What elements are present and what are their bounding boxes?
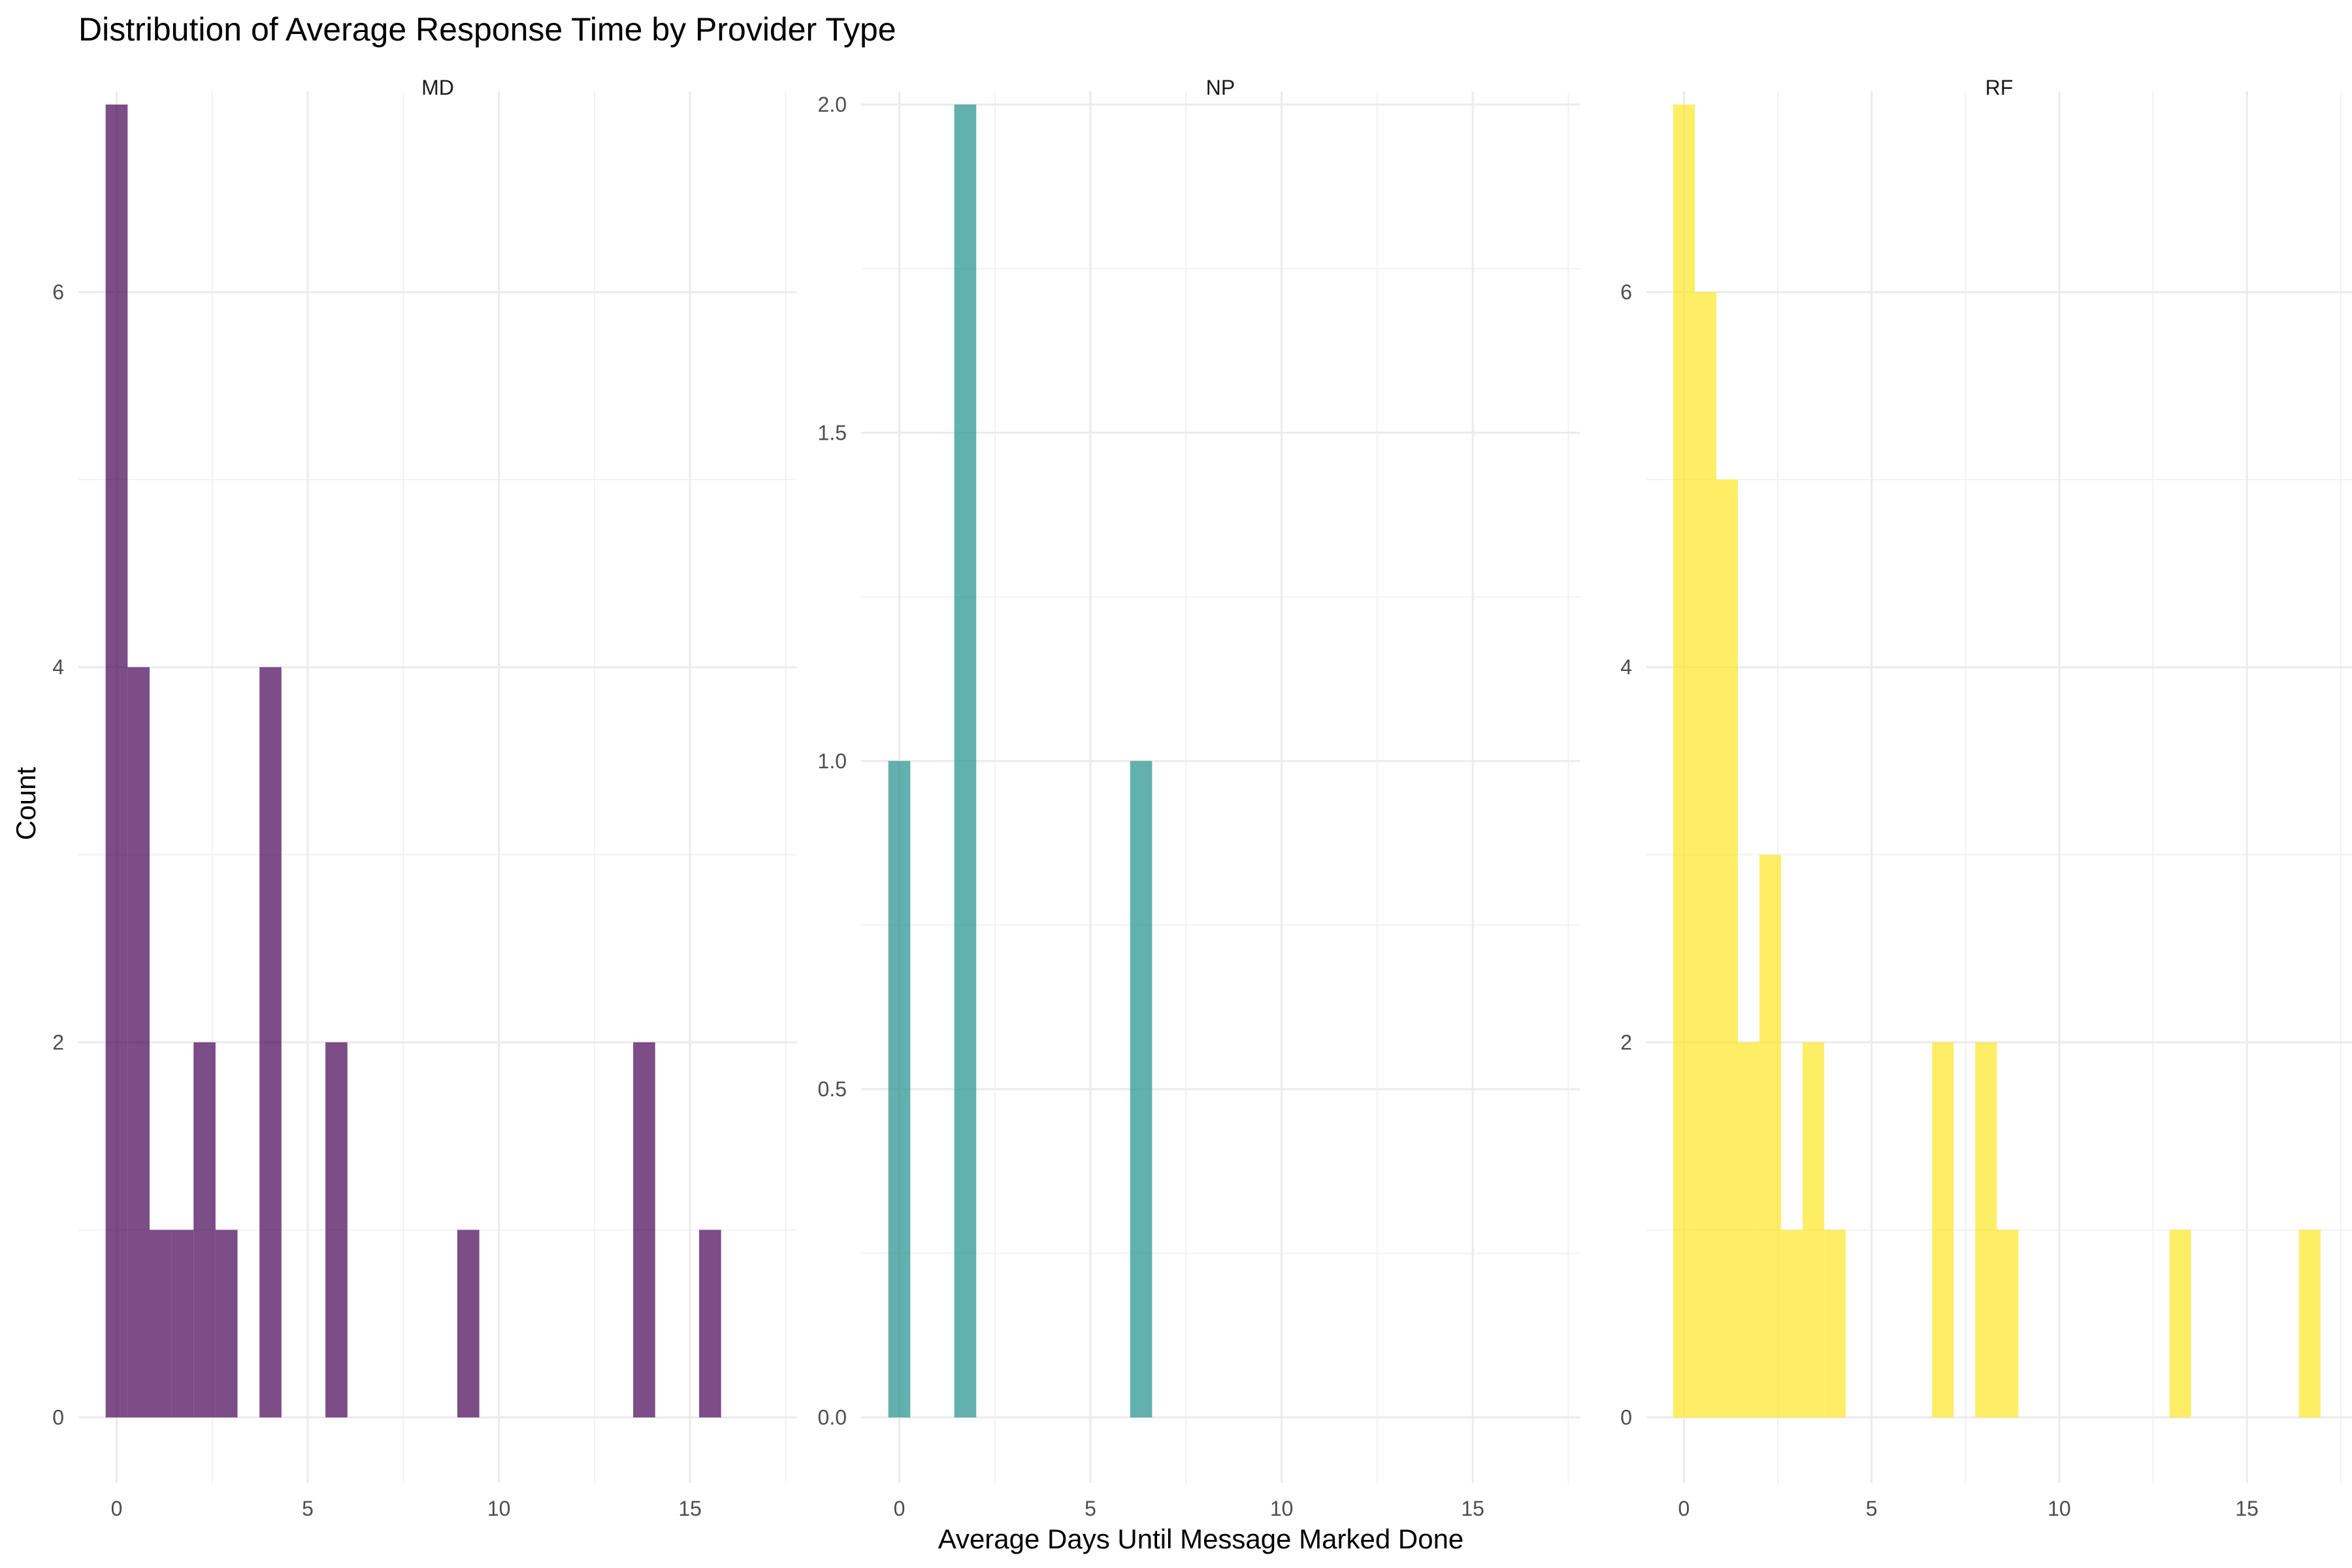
x-tick-label: 5 xyxy=(302,1497,314,1520)
facet-label-np: NP xyxy=(1206,76,1235,99)
histogram-bar xyxy=(171,1230,194,1418)
x-tick-label: 5 xyxy=(1085,1497,1096,1520)
facet-panels: 0 5 10 15 0 2 4 6 MD 0 5 10 15 0.0 0.5 1.0 1.5 2.0 NP 0 5 10 1… xyxy=(52,76,2352,1520)
y-tick-label: 6 xyxy=(1620,280,1632,304)
histogram-bar xyxy=(1738,1042,1760,1418)
histogram-bar xyxy=(633,1042,655,1418)
y-tick-label: 2 xyxy=(52,1030,64,1054)
x-tick-label: 0 xyxy=(894,1497,906,1520)
histogram-bar xyxy=(149,1230,172,1418)
y-tick-label: 2.0 xyxy=(818,93,847,116)
histogram-bar xyxy=(1803,1042,1825,1418)
x-tick-label: 0 xyxy=(1678,1497,1690,1520)
histogram-bar xyxy=(325,1042,348,1418)
histogram-bar xyxy=(1824,1230,1846,1418)
histogram-bar xyxy=(1759,855,1782,1418)
histogram-bar xyxy=(1716,480,1739,1418)
y-tick-label: 0.0 xyxy=(818,1406,847,1429)
y-tick-label: 1.5 xyxy=(818,421,847,444)
y-tick-label: 0 xyxy=(1620,1406,1632,1429)
x-tick-label: 5 xyxy=(1866,1497,1878,1520)
histogram-bar xyxy=(1975,1042,1997,1418)
histogram-bar xyxy=(457,1230,480,1418)
y-tick-label: 1.0 xyxy=(818,749,847,773)
x-tick-label: 10 xyxy=(487,1497,511,1520)
histogram-bar xyxy=(1932,1042,1954,1418)
histogram-bar xyxy=(259,667,282,1418)
y-tick-label: 6 xyxy=(52,280,64,304)
histogram-bar xyxy=(2169,1230,2191,1418)
y-tick-label: 2 xyxy=(1620,1030,1632,1054)
histogram-bar xyxy=(1673,105,1695,1418)
histogram-bar xyxy=(105,105,128,1418)
histogram-bar xyxy=(127,667,150,1418)
histogram-bar xyxy=(215,1230,238,1418)
panel-md: 0 5 10 15 0 2 4 6 MD xyxy=(52,76,797,1520)
x-tick-label: 0 xyxy=(111,1497,123,1520)
histogram-bar xyxy=(888,760,911,1418)
facet-label-md: MD xyxy=(421,76,454,99)
x-tick-label: 15 xyxy=(2235,1497,2259,1520)
y-tick-label: 0 xyxy=(52,1406,64,1429)
x-tick-label: 15 xyxy=(678,1497,702,1520)
panel-rf: 0 5 10 15 0 2 4 6 RF xyxy=(1620,76,2352,1520)
panel-np: 0 5 10 15 0.0 0.5 1.0 1.5 2.0 NP xyxy=(818,76,1580,1520)
y-tick-label: 4 xyxy=(1620,655,1632,679)
facet-label-rf: RF xyxy=(1985,76,2014,99)
histogram-bar xyxy=(699,1230,721,1418)
histogram-bar xyxy=(1781,1230,1803,1418)
x-tick-label: 10 xyxy=(1270,1497,1294,1520)
x-tick-label: 15 xyxy=(1461,1497,1484,1520)
chart-title: Distribution of Average Response Time by… xyxy=(78,11,896,48)
y-tick-label: 4 xyxy=(52,655,64,679)
x-tick-label: 10 xyxy=(2048,1497,2071,1520)
y-tick-label: 0.5 xyxy=(818,1077,847,1101)
histogram-bar xyxy=(1997,1230,2019,1418)
histogram-bar xyxy=(1130,760,1152,1418)
histogram-bar xyxy=(1694,292,1716,1418)
x-axis-label: Average Days Until Message Marked Done xyxy=(938,1524,1464,1554)
y-axis-label: Count xyxy=(10,767,41,840)
histogram-bar xyxy=(2298,1230,2321,1418)
histogram-bar xyxy=(193,1042,216,1418)
histogram-bar xyxy=(954,105,977,1418)
